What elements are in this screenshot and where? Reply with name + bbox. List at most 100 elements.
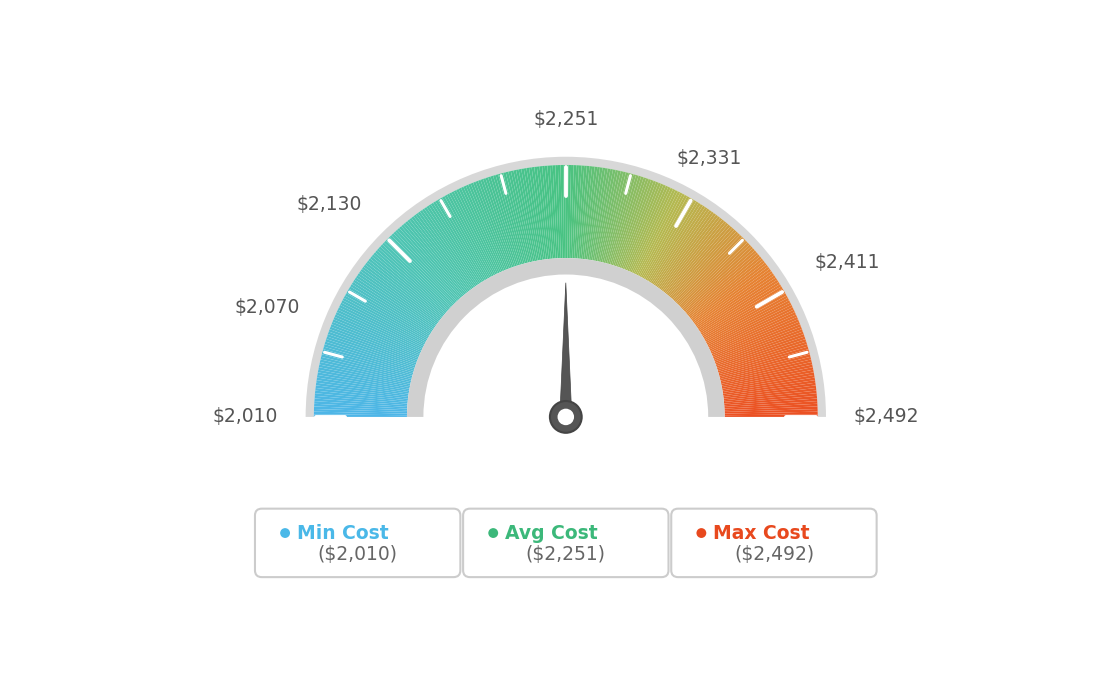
Wedge shape — [476, 181, 510, 268]
Wedge shape — [363, 264, 439, 322]
Wedge shape — [570, 165, 574, 258]
Wedge shape — [352, 282, 432, 333]
Wedge shape — [382, 242, 452, 308]
Wedge shape — [376, 248, 448, 312]
Wedge shape — [537, 166, 549, 259]
Wedge shape — [316, 385, 408, 399]
Wedge shape — [567, 165, 571, 258]
Wedge shape — [692, 264, 768, 322]
Wedge shape — [456, 189, 498, 274]
Wedge shape — [412, 216, 470, 291]
Wedge shape — [716, 337, 806, 368]
Wedge shape — [452, 191, 496, 275]
Wedge shape — [680, 242, 750, 308]
Wedge shape — [638, 193, 682, 276]
Wedge shape — [657, 210, 712, 288]
Wedge shape — [696, 271, 773, 326]
Wedge shape — [315, 393, 407, 404]
Wedge shape — [583, 166, 595, 259]
Wedge shape — [723, 380, 816, 395]
Wedge shape — [478, 180, 512, 268]
Wedge shape — [397, 228, 460, 299]
Wedge shape — [614, 177, 644, 266]
Wedge shape — [424, 275, 708, 417]
Wedge shape — [702, 288, 784, 337]
Wedge shape — [516, 170, 537, 262]
Wedge shape — [336, 312, 422, 353]
Wedge shape — [687, 255, 760, 315]
Wedge shape — [649, 203, 701, 283]
Wedge shape — [333, 317, 420, 355]
Wedge shape — [699, 279, 778, 332]
Wedge shape — [629, 186, 668, 272]
Wedge shape — [318, 370, 410, 388]
Wedge shape — [326, 337, 415, 368]
Wedge shape — [723, 385, 816, 399]
Wedge shape — [417, 212, 474, 288]
Wedge shape — [673, 231, 739, 301]
Wedge shape — [724, 414, 818, 417]
Wedge shape — [651, 204, 703, 284]
Wedge shape — [672, 230, 736, 300]
Wedge shape — [403, 223, 465, 295]
Wedge shape — [604, 172, 628, 263]
Wedge shape — [721, 362, 813, 384]
Wedge shape — [321, 352, 413, 377]
Wedge shape — [503, 172, 528, 263]
Wedge shape — [580, 166, 590, 259]
Wedge shape — [711, 315, 797, 354]
Wedge shape — [719, 352, 810, 377]
Text: Min Cost: Min Cost — [297, 524, 389, 542]
Wedge shape — [724, 398, 817, 407]
Circle shape — [558, 408, 574, 425]
Wedge shape — [317, 377, 408, 394]
Wedge shape — [496, 175, 523, 264]
Wedge shape — [390, 235, 456, 304]
Wedge shape — [581, 166, 592, 259]
Text: Avg Cost: Avg Cost — [505, 524, 597, 542]
Wedge shape — [668, 224, 731, 297]
Wedge shape — [720, 357, 811, 381]
Wedge shape — [335, 315, 421, 354]
Wedge shape — [414, 215, 471, 290]
Wedge shape — [548, 166, 555, 259]
Wedge shape — [708, 302, 792, 346]
Wedge shape — [428, 204, 480, 284]
Wedge shape — [724, 404, 818, 411]
Wedge shape — [645, 199, 694, 280]
Wedge shape — [659, 213, 716, 289]
Wedge shape — [500, 173, 527, 264]
Wedge shape — [365, 262, 440, 321]
Wedge shape — [445, 195, 491, 277]
Wedge shape — [540, 166, 551, 259]
Wedge shape — [616, 178, 649, 267]
Wedge shape — [317, 375, 410, 392]
Circle shape — [488, 528, 498, 538]
Wedge shape — [420, 210, 475, 288]
Wedge shape — [407, 219, 467, 293]
Wedge shape — [379, 246, 449, 310]
Wedge shape — [724, 393, 817, 404]
Wedge shape — [449, 193, 493, 276]
Wedge shape — [697, 275, 776, 329]
Wedge shape — [385, 239, 454, 306]
Wedge shape — [555, 165, 561, 258]
Wedge shape — [710, 310, 795, 351]
Bar — [302, 417, 829, 458]
Wedge shape — [372, 255, 445, 315]
Wedge shape — [587, 167, 603, 259]
Wedge shape — [401, 224, 464, 297]
Wedge shape — [349, 286, 429, 336]
FancyBboxPatch shape — [463, 509, 669, 577]
Wedge shape — [431, 203, 482, 283]
Wedge shape — [422, 208, 477, 286]
Wedge shape — [350, 284, 431, 335]
Wedge shape — [705, 295, 788, 342]
Text: $2,411: $2,411 — [815, 253, 880, 272]
Wedge shape — [353, 279, 433, 332]
Wedge shape — [690, 260, 765, 319]
Wedge shape — [359, 271, 436, 326]
Wedge shape — [722, 370, 814, 388]
Wedge shape — [523, 168, 541, 260]
Wedge shape — [529, 167, 544, 259]
